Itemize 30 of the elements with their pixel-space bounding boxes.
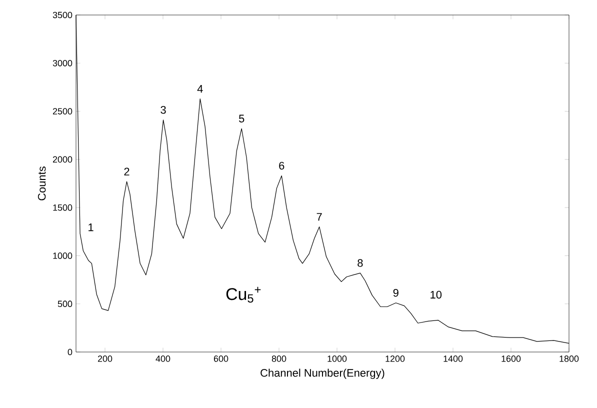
y-tick-label: 3500 <box>52 12 72 18</box>
annotation: 5 <box>238 114 244 122</box>
y-tick-label: 2000 <box>52 156 72 163</box>
y-tick-label: 0 <box>68 348 72 356</box>
annotation: 2 <box>124 168 130 176</box>
annotation: 10 <box>430 290 442 299</box>
y-axis-title: Counts <box>38 166 46 200</box>
annotation: 7 <box>316 213 322 221</box>
annotation: 1 <box>88 224 94 232</box>
x-tick-label: 1800 <box>560 356 579 362</box>
x-tick-label: 1200 <box>386 356 405 362</box>
y-tick-label: 500 <box>58 300 72 308</box>
annotation: 6 <box>279 162 284 170</box>
y-tick-label: 1500 <box>53 204 72 211</box>
x-tick-label: 800 <box>272 356 286 362</box>
annotation: Cu$_{5}$+ <box>226 286 261 303</box>
x-axis-title: Channel Number(Energy) <box>260 368 384 379</box>
x-tick-label: 1000 <box>328 356 347 362</box>
x-tick-label: 1600 <box>502 356 521 362</box>
y-tick-label: 2500 <box>52 108 72 114</box>
x-tick-label: 1400 <box>444 356 463 362</box>
annotation: 3 <box>160 106 166 114</box>
y-tick-label: 1000 <box>53 252 72 259</box>
annotation: 9 <box>393 288 398 297</box>
annotation: 8 <box>358 259 363 267</box>
y-tick-label: 3000 <box>52 60 72 66</box>
x-tick-label: 600 <box>214 356 228 362</box>
x-tick-label: 200 <box>98 356 112 362</box>
annotation: 4 <box>197 85 203 93</box>
x-tick-label: 400 <box>156 356 170 362</box>
